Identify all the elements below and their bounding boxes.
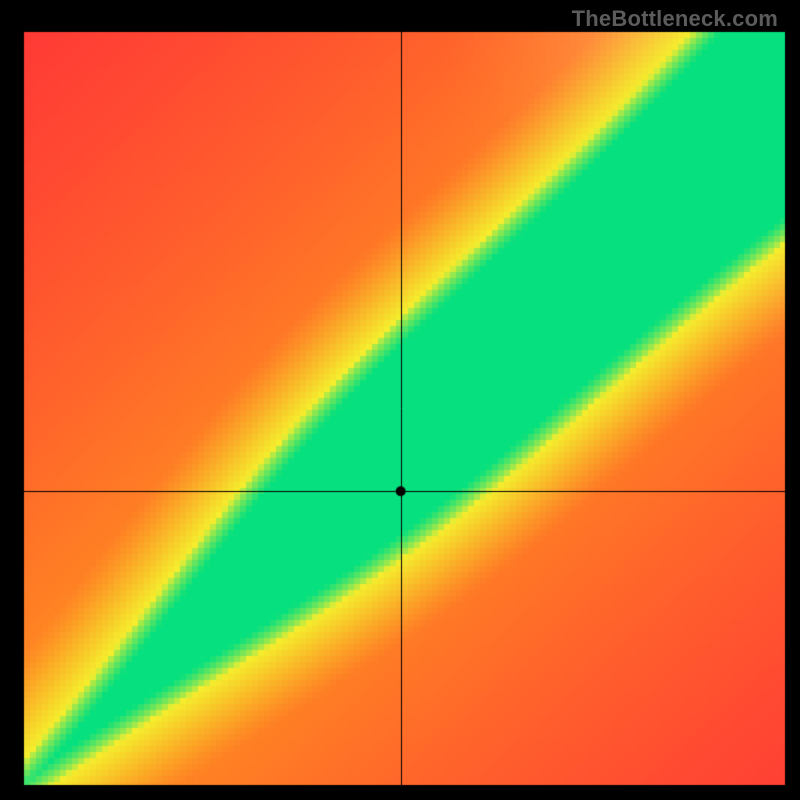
watermark-text: TheBottleneck.com — [572, 6, 778, 32]
heatmap-canvas — [0, 0, 800, 800]
chart-frame: { "watermark": { "text": "TheBottleneck.… — [0, 0, 800, 800]
